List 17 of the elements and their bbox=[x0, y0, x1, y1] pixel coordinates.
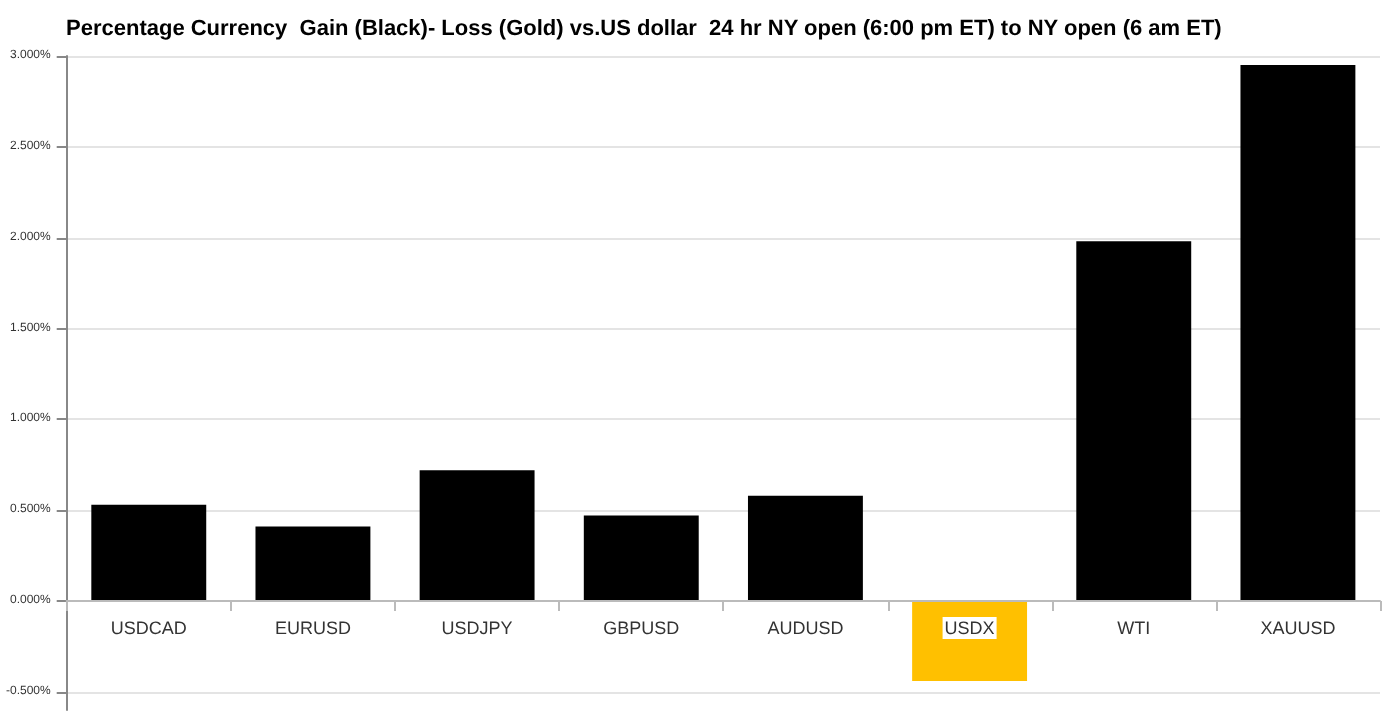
bar bbox=[91, 504, 207, 601]
bar bbox=[912, 601, 1028, 681]
x-tick-label: EURUSD bbox=[274, 618, 352, 638]
chart-title: Percentage Currency Gain (Black)- Loss (Gold) vs.US dollar 24 hr NY open (6:00 pm ET) to NY open (6 am ET) bbox=[66, 17, 1223, 41]
bar bbox=[419, 470, 535, 601]
x-tick-label: USDX bbox=[944, 618, 995, 638]
x-tick-label: USDJPY bbox=[441, 618, 513, 638]
bar bbox=[747, 495, 863, 601]
bar bbox=[583, 515, 699, 601]
bar bbox=[1240, 65, 1356, 601]
x-tick-label: GBPUSD bbox=[603, 618, 681, 638]
x-tick-label: WTI bbox=[1117, 618, 1151, 638]
bar bbox=[1076, 241, 1192, 601]
bar bbox=[255, 526, 371, 601]
x-tick-label: AUDUSD bbox=[767, 618, 845, 638]
x-tick-label: XAUUSD bbox=[1260, 618, 1337, 638]
x-tick-label: USDCAD bbox=[110, 618, 188, 638]
